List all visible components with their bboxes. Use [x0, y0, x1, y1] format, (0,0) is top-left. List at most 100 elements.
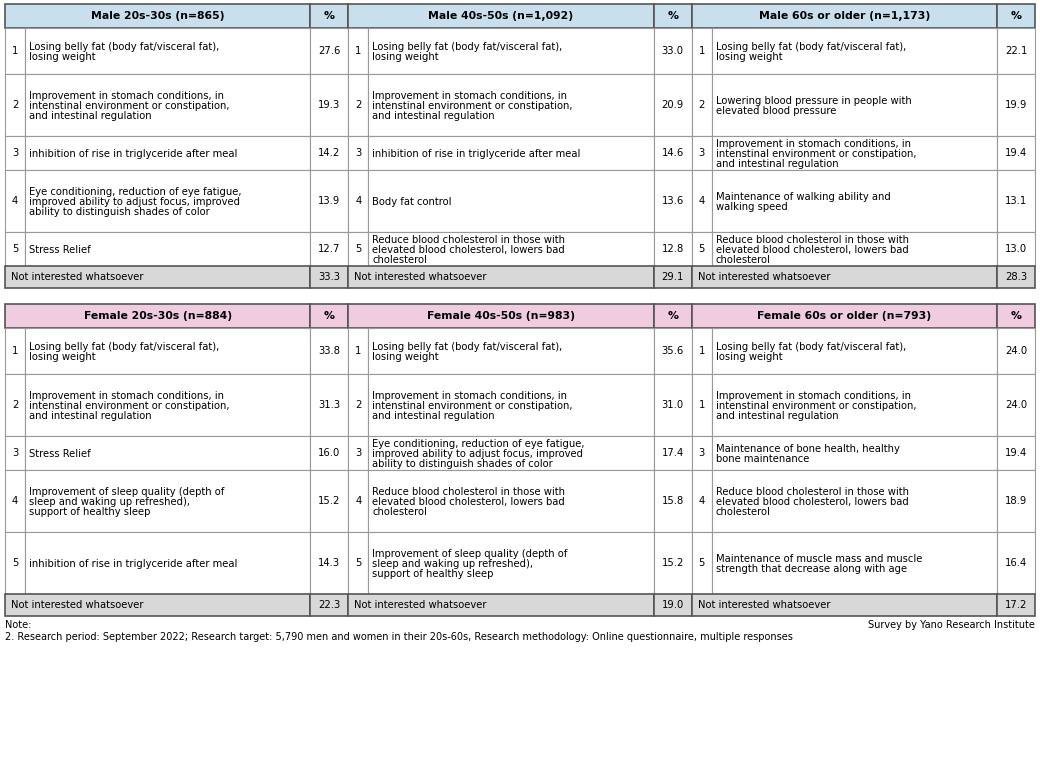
- Text: 5: 5: [355, 244, 362, 254]
- Text: Reduce blood cholesterol in those with: Reduce blood cholesterol in those with: [372, 487, 566, 497]
- Text: 4: 4: [356, 496, 362, 506]
- Text: and intestinal regulation: and intestinal regulation: [372, 111, 495, 121]
- Bar: [368, 170, 654, 232]
- Bar: [310, 470, 348, 532]
- Text: 5: 5: [355, 558, 362, 568]
- Text: Not interested whatsoever: Not interested whatsoever: [11, 600, 144, 610]
- Text: 13.0: 13.0: [1005, 244, 1028, 254]
- Text: 15.2: 15.2: [318, 496, 340, 506]
- Text: intenstinal environment or constipation,: intenstinal environment or constipation,: [29, 101, 230, 111]
- Bar: [654, 470, 692, 532]
- Text: elevated blood pressure: elevated blood pressure: [716, 106, 836, 116]
- Bar: [310, 28, 348, 74]
- Text: 4: 4: [699, 496, 705, 506]
- Text: losing weight: losing weight: [716, 352, 782, 362]
- Bar: [25, 28, 310, 74]
- Bar: [348, 266, 654, 288]
- Text: %: %: [323, 311, 335, 321]
- Text: Not interested whatsoever: Not interested whatsoever: [355, 600, 487, 610]
- Text: 4: 4: [11, 496, 18, 506]
- Text: Survey by Yano Research Institute: Survey by Yano Research Institute: [868, 620, 1035, 630]
- Bar: [654, 28, 692, 74]
- Bar: [997, 436, 1035, 470]
- Bar: [348, 374, 368, 436]
- Bar: [711, 170, 997, 232]
- Text: cholesterol: cholesterol: [372, 507, 427, 517]
- Text: %: %: [668, 11, 678, 21]
- Bar: [654, 532, 692, 594]
- Bar: [25, 74, 310, 136]
- Bar: [692, 28, 711, 74]
- Text: 33.8: 33.8: [318, 346, 340, 356]
- Bar: [348, 594, 654, 616]
- Bar: [711, 232, 997, 266]
- Bar: [5, 266, 310, 288]
- Text: 5: 5: [11, 244, 18, 254]
- Text: Body fat control: Body fat control: [372, 197, 451, 207]
- Bar: [997, 28, 1035, 74]
- Text: 17.2: 17.2: [1005, 600, 1028, 610]
- Text: Losing belly fat (body fat/visceral fat),: Losing belly fat (body fat/visceral fat)…: [716, 42, 906, 52]
- Bar: [5, 470, 25, 532]
- Text: 2: 2: [11, 400, 18, 410]
- Text: 2: 2: [355, 400, 362, 410]
- Text: 19.4: 19.4: [1005, 448, 1028, 458]
- Text: 1: 1: [355, 46, 362, 56]
- Bar: [692, 232, 711, 266]
- Bar: [997, 304, 1035, 328]
- Text: 2: 2: [699, 100, 705, 110]
- Bar: [310, 532, 348, 594]
- Bar: [25, 470, 310, 532]
- Bar: [997, 532, 1035, 594]
- Text: Losing belly fat (body fat/visceral fat),: Losing belly fat (body fat/visceral fat)…: [372, 42, 563, 52]
- Text: 18.9: 18.9: [1005, 496, 1028, 506]
- Bar: [692, 470, 711, 532]
- Text: 12.8: 12.8: [661, 244, 683, 254]
- Text: elevated blood cholesterol, lowers bad: elevated blood cholesterol, lowers bad: [716, 245, 908, 255]
- Text: 1: 1: [355, 346, 362, 356]
- Text: intenstinal environment or constipation,: intenstinal environment or constipation,: [372, 401, 573, 411]
- Bar: [692, 328, 711, 374]
- Text: elevated blood cholesterol, lowers bad: elevated blood cholesterol, lowers bad: [716, 497, 908, 507]
- Text: 19.0: 19.0: [661, 600, 683, 610]
- Text: elevated blood cholesterol, lowers bad: elevated blood cholesterol, lowers bad: [372, 497, 565, 507]
- Bar: [310, 304, 348, 328]
- Text: inhibition of rise in triglyceride after meal: inhibition of rise in triglyceride after…: [372, 149, 580, 159]
- Text: Improvement in stomach conditions, in: Improvement in stomach conditions, in: [716, 139, 911, 149]
- Text: Losing belly fat (body fat/visceral fat),: Losing belly fat (body fat/visceral fat)…: [29, 342, 219, 352]
- Text: 13.9: 13.9: [318, 196, 340, 206]
- Bar: [368, 328, 654, 374]
- Text: 13.1: 13.1: [1005, 196, 1028, 206]
- Text: 16.4: 16.4: [1005, 558, 1028, 568]
- Text: 5: 5: [699, 558, 705, 568]
- Text: Maintenance of walking ability and: Maintenance of walking ability and: [716, 192, 890, 202]
- Text: 24.0: 24.0: [1005, 346, 1028, 356]
- Bar: [368, 232, 654, 266]
- Text: 3: 3: [699, 448, 705, 458]
- Bar: [692, 74, 711, 136]
- Text: 31.0: 31.0: [661, 400, 683, 410]
- Bar: [310, 232, 348, 266]
- Text: strength that decrease along with age: strength that decrease along with age: [716, 564, 907, 574]
- Bar: [654, 436, 692, 470]
- Bar: [310, 74, 348, 136]
- Text: 17.4: 17.4: [661, 448, 683, 458]
- Text: and intestinal regulation: and intestinal regulation: [716, 159, 838, 169]
- Bar: [368, 136, 654, 170]
- Text: Reduce blood cholesterol in those with: Reduce blood cholesterol in those with: [716, 235, 909, 245]
- Bar: [310, 4, 348, 28]
- Text: Improvement in stomach conditions, in: Improvement in stomach conditions, in: [29, 91, 224, 101]
- Bar: [25, 170, 310, 232]
- Text: inhibition of rise in triglyceride after meal: inhibition of rise in triglyceride after…: [29, 559, 237, 569]
- Text: 15.8: 15.8: [661, 496, 683, 506]
- Bar: [25, 232, 310, 266]
- Bar: [711, 328, 997, 374]
- Text: Female 60s or older (n=793): Female 60s or older (n=793): [757, 311, 932, 321]
- Text: Losing belly fat (body fat/visceral fat),: Losing belly fat (body fat/visceral fat)…: [29, 42, 219, 52]
- Bar: [348, 136, 368, 170]
- Text: losing weight: losing weight: [372, 52, 439, 62]
- Text: ability to distinguish shades of color: ability to distinguish shades of color: [372, 459, 553, 469]
- Text: intenstinal environment or constipation,: intenstinal environment or constipation,: [716, 149, 916, 159]
- Bar: [25, 532, 310, 594]
- Bar: [5, 532, 25, 594]
